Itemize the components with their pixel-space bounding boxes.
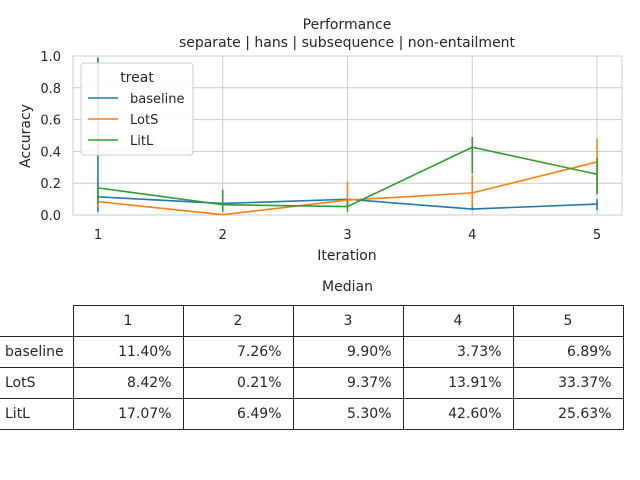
x-tick-label: 4: [468, 228, 476, 243]
table-cell: 25.63%: [512, 398, 624, 430]
table-row: LotS 8.42% 0.21% 9.37% 13.91% 33.37%: [0, 367, 624, 399]
table-cell: 17.07%: [72, 398, 184, 430]
row-header: LitL: [0, 398, 74, 430]
y-axis-label: Accuracy: [18, 104, 34, 168]
y-tick-label: 0.6: [40, 114, 61, 129]
legend-label: LotS: [130, 113, 158, 128]
table-cell: 8.42%: [72, 367, 184, 399]
median-table: 1 2 3 4 5 baseline 11.40% 7.26% 9.90% 3.…: [0, 305, 624, 430]
table-cell: 5.30%: [292, 398, 404, 430]
column-header: 4: [402, 305, 514, 337]
legend: treat baseline LotS LitL: [80, 62, 194, 156]
legend-label: baseline: [130, 92, 184, 107]
column-header: 1: [72, 305, 184, 337]
chart-title: Performance: [303, 17, 392, 33]
table-cell: 7.26%: [182, 336, 294, 368]
table-cell: 13.91%: [402, 367, 514, 399]
x-tick-label: 3: [343, 228, 351, 243]
y-tick-label: 1.0: [40, 50, 61, 65]
table-header-row: 1 2 3 4 5: [0, 305, 624, 337]
column-header: 3: [292, 305, 404, 337]
table-row: LitL 17.07% 6.49% 5.30% 42.60% 25.63%: [0, 398, 624, 430]
row-header: LotS: [0, 367, 74, 399]
x-tick-label: 2: [219, 228, 227, 243]
chart-subtitle: separate | hans | subsequence | non-enta…: [179, 35, 516, 51]
table-row: baseline 11.40% 7.26% 9.90% 3.73% 6.89%: [0, 336, 624, 368]
column-header: 2: [182, 305, 294, 337]
legend-label: LitL: [130, 134, 154, 149]
y-tick-label: 0.8: [40, 82, 61, 97]
performance-chart: Performance separate | hans | subsequenc…: [18, 17, 623, 264]
table-cell: 0.21%: [182, 367, 294, 399]
plot-area-frame: [72, 55, 623, 216]
table-cell: 11.40%: [72, 336, 184, 368]
table-title: Median: [322, 279, 373, 295]
y-tick-label: 0.4: [40, 145, 61, 160]
table-cell: 6.89%: [512, 336, 624, 368]
series-line: [97, 161, 598, 216]
x-axis-label: Iteration: [317, 248, 376, 264]
legend-box: [80, 62, 194, 156]
column-header: 5: [512, 305, 624, 337]
table-cell: 9.37%: [292, 367, 404, 399]
x-tick-label: 5: [593, 228, 601, 243]
y-tick-label: 0.0: [40, 209, 61, 224]
x-tick-label: 1: [94, 228, 102, 243]
legend-title: treat: [120, 70, 154, 86]
table-cell: 6.49%: [182, 398, 294, 430]
table-cell: 33.37%: [512, 367, 624, 399]
series-litl: [97, 137, 598, 212]
tick-labels: 0.0 0.2 0.4 0.6 0.8 1.0 1 2 3 4 5: [40, 50, 601, 243]
table-cell: 9.90%: [292, 336, 404, 368]
table-cell: 3.73%: [402, 336, 514, 368]
table-cell: 42.60%: [402, 398, 514, 430]
y-tick-label: 0.2: [40, 177, 61, 192]
series-line: [97, 146, 598, 208]
table-corner: [0, 305, 74, 337]
row-header: baseline: [0, 336, 74, 368]
